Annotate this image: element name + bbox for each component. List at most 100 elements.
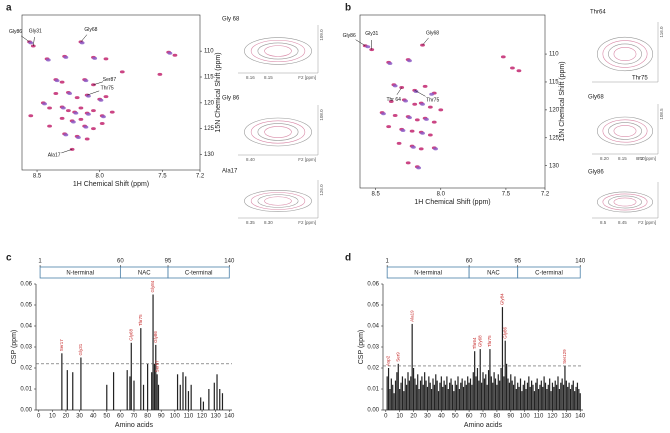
- peak: [83, 125, 89, 129]
- bar: [401, 376, 404, 410]
- bar: [403, 391, 405, 410]
- bar-annotation: Gly68: [128, 329, 133, 341]
- inset-axes: [592, 182, 659, 219]
- y-tick-label: 0.02: [367, 366, 379, 372]
- annotation: Gly68: [426, 30, 439, 36]
- bar: [551, 382, 554, 410]
- bar: [219, 389, 221, 410]
- peak: [99, 122, 105, 125]
- peak: [433, 147, 438, 151]
- x-tick-label: 70: [480, 414, 487, 420]
- domain-tick-label: 95: [514, 259, 521, 265]
- bar: [390, 378, 392, 410]
- peak: [28, 114, 34, 118]
- peak: [167, 51, 173, 55]
- bar: [442, 386, 444, 410]
- bar-annotation: Thr64: [472, 337, 477, 349]
- peak: [103, 95, 109, 99]
- bar: [61, 353, 63, 410]
- peak: [47, 106, 52, 110]
- inset-x-label: F2 [ppm]: [298, 157, 316, 162]
- y-tick-label: 0.03: [20, 345, 32, 351]
- peak: [427, 133, 433, 137]
- bar-annotation: Asp2: [386, 355, 391, 366]
- bar-annotation: Gly31: [78, 343, 83, 355]
- domain-label: NAC: [138, 270, 151, 276]
- peak: [101, 115, 106, 119]
- bar: [449, 382, 451, 410]
- peak: [412, 102, 418, 106]
- inset-y-tick-label: 108.5: [659, 108, 664, 120]
- bar: [200, 397, 202, 410]
- bar-annotation: Gly68: [477, 335, 482, 347]
- bar: [479, 349, 481, 410]
- bar: [510, 374, 512, 410]
- bar: [486, 384, 488, 410]
- bar: [450, 378, 452, 410]
- contour: [602, 40, 648, 68]
- x-tick-label: 0: [384, 414, 388, 420]
- annotation-pointer: [33, 36, 35, 47]
- bar: [499, 380, 501, 410]
- x-tick-label: 50: [103, 414, 110, 420]
- peak: [386, 125, 392, 129]
- y-tick-label: 120: [549, 107, 560, 113]
- peak: [429, 92, 435, 96]
- bar: [126, 370, 128, 410]
- peak: [78, 106, 84, 110]
- bar: [512, 384, 515, 410]
- annotation-pointer: [20, 35, 30, 43]
- peak: [63, 55, 69, 59]
- annotation-pointer: [87, 90, 100, 96]
- y-tick-label: 0.01: [20, 387, 32, 393]
- peak: [79, 41, 85, 45]
- domain-tick-label: 1: [38, 259, 42, 265]
- bar: [490, 376, 492, 410]
- bar: [464, 380, 466, 410]
- peak: [60, 106, 66, 110]
- bar-annotation: Thr75: [138, 314, 143, 326]
- y-tick-label: 0.03: [367, 345, 379, 351]
- peak: [413, 89, 419, 93]
- bar: [433, 384, 435, 410]
- x-tick-label: 8.0: [437, 192, 446, 198]
- bar-annotation: Gly86: [502, 326, 507, 338]
- bar: [546, 389, 548, 410]
- domain-tick-label: 60: [466, 259, 473, 265]
- annotation-pointer: [61, 149, 73, 154]
- x-tick-label: 130: [561, 414, 572, 420]
- bar: [386, 376, 388, 410]
- annotation-pointer: [422, 37, 429, 46]
- bar: [389, 389, 391, 410]
- peak: [400, 129, 406, 133]
- contour: [264, 45, 292, 57]
- bar: [542, 386, 544, 410]
- peak: [42, 102, 47, 106]
- bar: [435, 374, 437, 410]
- bar: [524, 380, 526, 410]
- annotation: Gly68: [84, 27, 97, 33]
- bar: [565, 380, 567, 410]
- bar: [454, 380, 456, 410]
- bar: [564, 365, 566, 410]
- bar: [213, 382, 215, 410]
- domain-label: N-terminal: [66, 270, 94, 276]
- bar: [72, 372, 74, 410]
- bar: [475, 376, 477, 410]
- bar: [176, 374, 179, 410]
- peak: [392, 113, 398, 117]
- annotation: Gly31: [365, 31, 378, 37]
- bar: [501, 307, 504, 410]
- x-tick-label: 10: [396, 414, 403, 420]
- bar: [518, 386, 520, 410]
- y-tick-label: 130: [549, 163, 560, 169]
- inset-x-tick-label: 8.20: [600, 156, 609, 161]
- inset-axes: [592, 22, 659, 83]
- bar: [417, 374, 419, 410]
- peak: [59, 116, 65, 120]
- bar: [522, 384, 524, 410]
- annotation: Gly31: [29, 28, 42, 34]
- bar: [429, 382, 431, 410]
- peak: [409, 129, 415, 133]
